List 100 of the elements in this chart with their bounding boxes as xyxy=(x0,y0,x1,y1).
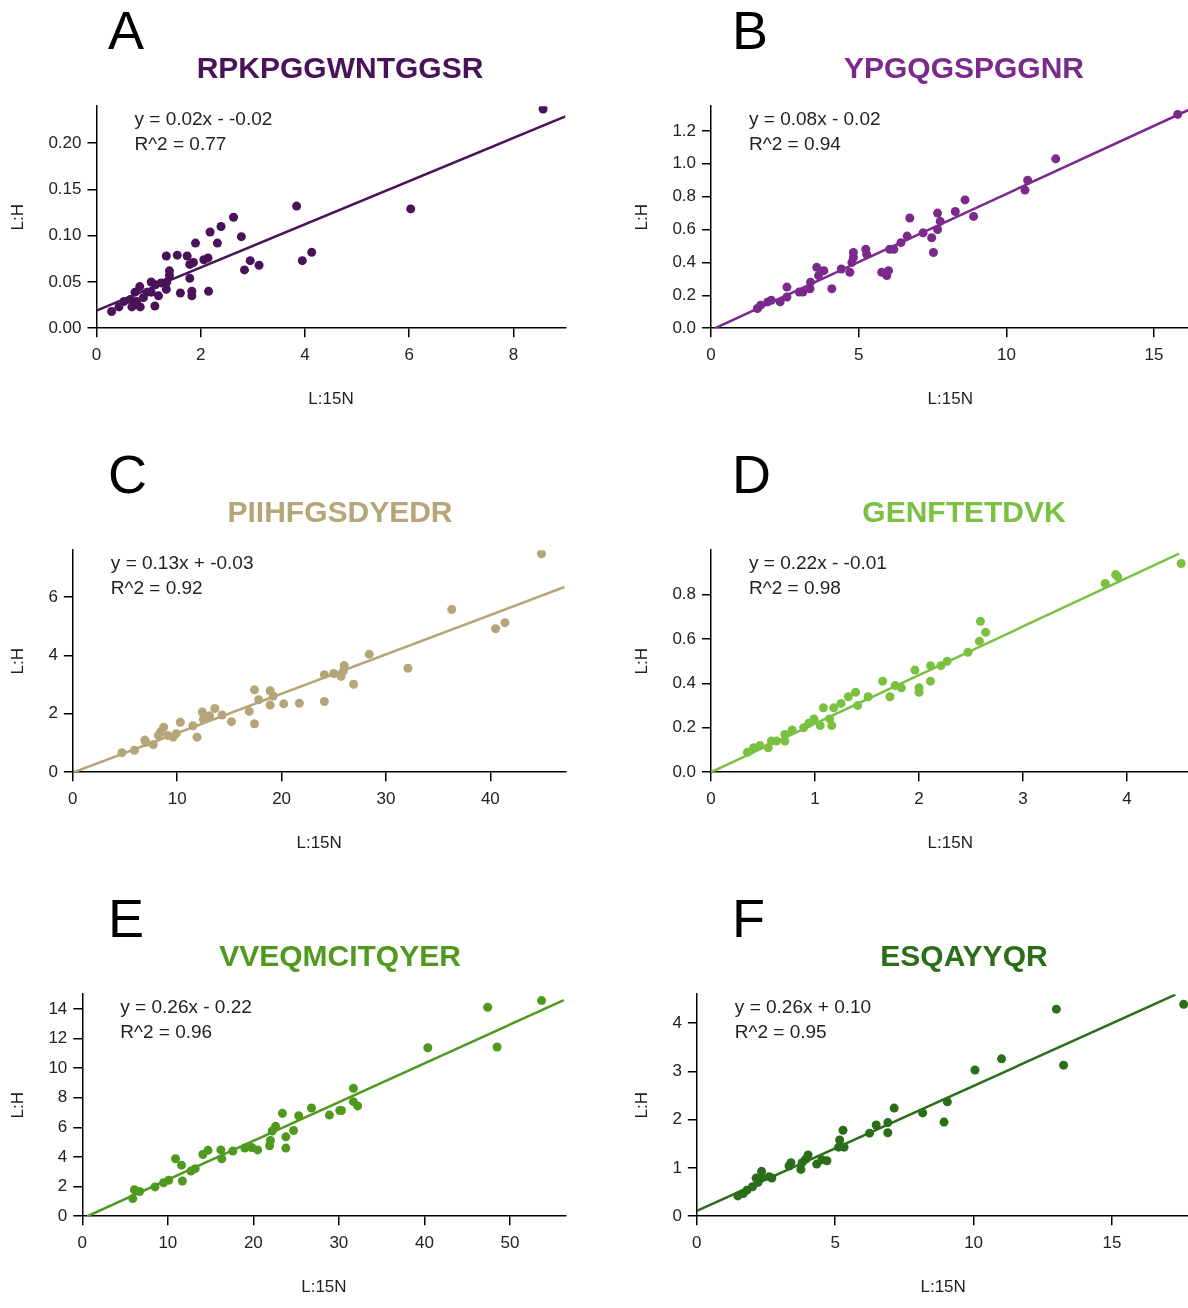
x-tick-label: 2 xyxy=(195,345,206,365)
point xyxy=(933,208,943,218)
x-tick-label: 5 xyxy=(853,345,864,365)
annotation: y = 0.26x - 0.22 xyxy=(120,995,252,1017)
point xyxy=(154,291,163,301)
chart-subtitle: PIIHFGSDYEDR xyxy=(227,495,453,528)
y-tick-label: 2 xyxy=(57,1176,68,1196)
point xyxy=(294,698,304,708)
point xyxy=(936,661,946,671)
x-tick-label: 10 xyxy=(167,789,187,809)
x-tick-label: 50 xyxy=(500,1233,520,1253)
x-tick-label: 40 xyxy=(414,1233,434,1253)
point xyxy=(129,1185,139,1195)
point xyxy=(889,1103,899,1113)
x-tick-label: 15 xyxy=(1102,1233,1122,1253)
point xyxy=(319,697,329,707)
y-tick-label: 14 xyxy=(48,998,68,1018)
point xyxy=(536,550,546,559)
point xyxy=(782,292,792,302)
point xyxy=(843,692,853,702)
y-axis-title: L:H xyxy=(7,1091,27,1119)
point xyxy=(254,260,264,270)
point xyxy=(265,700,275,710)
chart-subtitle: RPKPGGWNTGGSR xyxy=(196,51,484,84)
point xyxy=(198,714,208,724)
point xyxy=(281,1143,291,1153)
y-tick-label: 1.2 xyxy=(672,120,697,140)
chart-title: F xyxy=(732,888,765,948)
point xyxy=(970,1065,980,1075)
y-tick-label: 8 xyxy=(57,1087,68,1107)
point xyxy=(933,225,943,235)
chart-subtitle: ESQAYYQR xyxy=(880,939,1048,972)
point xyxy=(244,706,254,716)
point xyxy=(814,271,824,281)
x-axis-title: L:15N xyxy=(308,389,354,409)
point xyxy=(217,710,227,720)
point xyxy=(538,106,548,114)
point xyxy=(1051,154,1061,164)
x-tick-label: 2 xyxy=(914,789,924,809)
y-tick-label: 0.4 xyxy=(672,673,697,693)
point xyxy=(537,996,547,1006)
chart-title: D xyxy=(732,444,771,504)
point xyxy=(883,1128,893,1138)
point xyxy=(177,1176,187,1186)
point xyxy=(969,211,979,221)
point xyxy=(114,302,124,312)
point xyxy=(265,1135,275,1145)
y-tick-label: 4 xyxy=(672,1012,682,1032)
y-tick-label: 1.0 xyxy=(672,153,697,173)
point xyxy=(254,695,264,705)
annotation: y = 0.13x + -0.03 xyxy=(110,551,254,573)
point xyxy=(805,284,815,294)
y-tick-label: 6 xyxy=(57,1117,68,1137)
chart-subtitle: YPGQGSPGGNR xyxy=(843,51,1085,84)
point xyxy=(812,262,822,272)
point xyxy=(797,1158,807,1168)
point xyxy=(148,739,158,749)
point xyxy=(1173,109,1183,119)
point xyxy=(364,649,374,659)
y-tick-label: 0.20 xyxy=(48,132,82,152)
y-tick-label: 6 xyxy=(48,586,58,606)
point xyxy=(1020,185,1030,195)
chart-title: E xyxy=(108,888,145,948)
point xyxy=(204,286,214,296)
point xyxy=(203,253,213,263)
point xyxy=(782,282,792,292)
point xyxy=(240,1143,250,1153)
point xyxy=(752,303,762,313)
point xyxy=(918,1108,928,1118)
point xyxy=(853,701,863,711)
point xyxy=(292,201,302,211)
y-tick-label: 0 xyxy=(48,761,58,781)
point xyxy=(863,692,873,702)
point xyxy=(245,256,255,266)
point xyxy=(829,703,839,713)
point xyxy=(749,743,759,753)
point xyxy=(1100,579,1110,588)
x-tick-label: 20 xyxy=(272,789,292,809)
point xyxy=(865,1128,875,1138)
point xyxy=(910,665,920,675)
y-axis-title: L:H xyxy=(631,203,651,231)
y-axis-title: L:H xyxy=(7,203,27,231)
x-tick-label: 4 xyxy=(300,345,310,365)
annotation: y = 0.26x + 0.10 xyxy=(734,995,872,1017)
point xyxy=(171,1154,181,1164)
y-tick-label: 0 xyxy=(57,1205,68,1225)
point xyxy=(198,1149,208,1159)
x-tick-label: 8 xyxy=(508,345,519,365)
annotation: R^2 = 0.95 xyxy=(734,1020,827,1042)
point xyxy=(890,681,900,691)
point xyxy=(188,721,198,731)
x-tick-label: 10 xyxy=(158,1233,178,1253)
point xyxy=(227,717,236,727)
point xyxy=(836,264,846,274)
point xyxy=(163,730,173,740)
point xyxy=(836,698,846,708)
point xyxy=(125,295,135,305)
point xyxy=(851,687,861,697)
point xyxy=(733,1191,743,1201)
point xyxy=(883,1118,893,1128)
